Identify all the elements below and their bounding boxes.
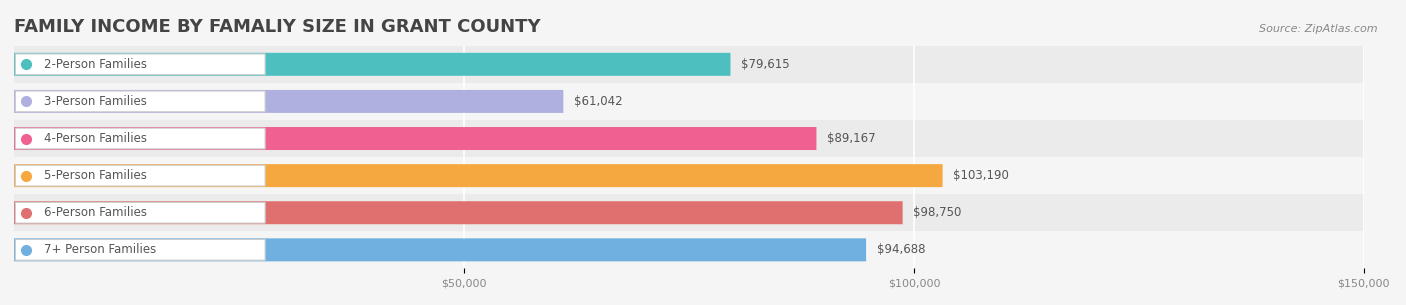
Text: FAMILY INCOME BY FAMALIY SIZE IN GRANT COUNTY: FAMILY INCOME BY FAMALIY SIZE IN GRANT C… (14, 18, 541, 36)
Text: $98,750: $98,750 (914, 206, 962, 219)
FancyBboxPatch shape (15, 128, 266, 149)
Text: 2-Person Families: 2-Person Families (44, 58, 146, 71)
Text: $89,167: $89,167 (827, 132, 876, 145)
Bar (14, 83, 1364, 120)
Bar (14, 194, 1364, 231)
FancyBboxPatch shape (15, 165, 266, 186)
Text: 4-Person Families: 4-Person Families (44, 132, 146, 145)
Bar (14, 120, 1364, 157)
FancyBboxPatch shape (14, 201, 903, 224)
Bar (14, 231, 1364, 268)
Text: 6-Person Families: 6-Person Families (44, 206, 146, 219)
Bar (14, 46, 1364, 83)
Bar (14, 157, 1364, 194)
FancyBboxPatch shape (14, 164, 942, 187)
Text: 7+ Person Families: 7+ Person Families (44, 243, 156, 256)
FancyBboxPatch shape (14, 238, 866, 261)
FancyBboxPatch shape (14, 127, 817, 150)
Text: Source: ZipAtlas.com: Source: ZipAtlas.com (1260, 24, 1378, 34)
Text: $61,042: $61,042 (574, 95, 623, 108)
FancyBboxPatch shape (15, 239, 266, 260)
FancyBboxPatch shape (15, 54, 266, 75)
Text: 5-Person Families: 5-Person Families (44, 169, 146, 182)
Text: 3-Person Families: 3-Person Families (44, 95, 146, 108)
Text: $79,615: $79,615 (741, 58, 790, 71)
FancyBboxPatch shape (15, 91, 266, 112)
Text: $94,688: $94,688 (877, 243, 925, 256)
Text: $103,190: $103,190 (953, 169, 1010, 182)
FancyBboxPatch shape (14, 53, 731, 76)
FancyBboxPatch shape (15, 202, 266, 223)
FancyBboxPatch shape (14, 90, 564, 113)
